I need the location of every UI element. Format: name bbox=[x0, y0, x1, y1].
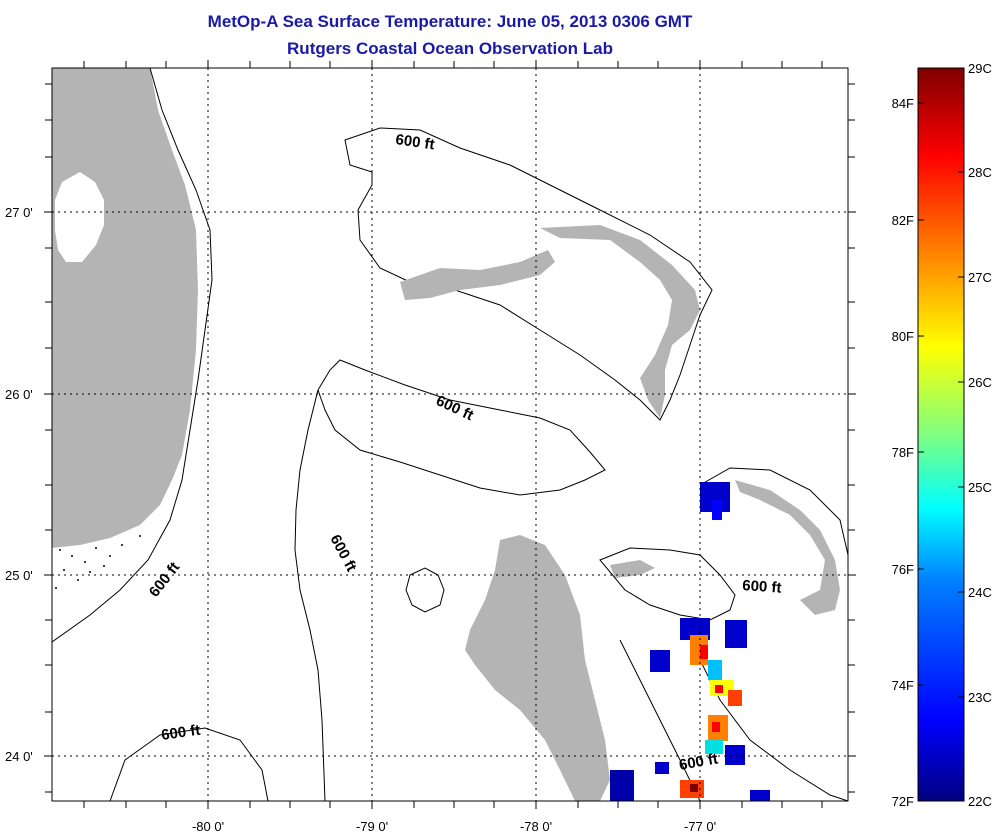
lon-tick-label: -80 0' bbox=[192, 819, 224, 834]
contour-label: 600 ft bbox=[394, 131, 435, 153]
colorbar-fahrenheit-label: 82F bbox=[892, 213, 914, 228]
andros-land bbox=[465, 535, 610, 801]
lat-tick-label: 26 0' bbox=[5, 387, 33, 402]
lon-tick-label: -77 0' bbox=[684, 819, 716, 834]
lat-tick-label: 24 0' bbox=[5, 749, 33, 764]
colorbar-celsius-label: 28C bbox=[968, 165, 992, 180]
map-frame bbox=[51, 67, 849, 802]
colorbar bbox=[917, 67, 965, 802]
sst-patches bbox=[610, 482, 770, 801]
contour-label: 600 ft bbox=[678, 750, 720, 774]
abaco-land bbox=[540, 225, 700, 418]
contour-label: 600 ft bbox=[742, 577, 782, 597]
graticule bbox=[52, 68, 848, 801]
lon-tick-label: -78 0' bbox=[520, 819, 552, 834]
colorbar-celsius-label: 29C bbox=[968, 61, 992, 76]
colorbar-fahrenheit-label: 72F bbox=[892, 794, 914, 809]
axis-ticks bbox=[44, 60, 856, 809]
colorbar-fahrenheit-label: 76F bbox=[892, 562, 914, 577]
colorbar-celsius-label: 27C bbox=[968, 270, 992, 285]
colorbar-celsius-label: 26C bbox=[968, 375, 992, 390]
grand-bahama-land bbox=[400, 250, 555, 300]
colorbar-celsius-label: 24C bbox=[968, 585, 992, 600]
map-title: MetOp-A Sea Surface Temperature: June 05… bbox=[207, 12, 693, 31]
new-providence-land bbox=[610, 560, 655, 578]
map-subtitle: Rutgers Coastal Ocean Observation Lab bbox=[287, 39, 613, 58]
florida-keys bbox=[55, 535, 141, 589]
colorbar-ticks bbox=[918, 102, 964, 698]
colorbar-celsius-label: 23C bbox=[968, 690, 992, 705]
lat-tick-label: 27 0' bbox=[5, 205, 33, 220]
lon-tick-label: -79 0' bbox=[356, 819, 388, 834]
colorbar-celsius-label: 25C bbox=[968, 480, 992, 495]
colorbar-fahrenheit-label: 78F bbox=[892, 445, 914, 460]
lake-okeechobee bbox=[55, 172, 104, 262]
colorbar-fahrenheit-label: 80F bbox=[892, 329, 914, 344]
colorbar-fahrenheit-label: 84F bbox=[892, 96, 914, 111]
lat-tick-label: 25 0' bbox=[5, 568, 33, 583]
eleuthera-land bbox=[735, 480, 840, 615]
contour-label: 600 ft bbox=[160, 722, 201, 744]
colorbar-celsius-label: 22C bbox=[968, 794, 992, 809]
colorbar-fahrenheit-label: 74F bbox=[892, 678, 914, 693]
map-area: 600 ft 600 ft 600 ft 600 ft 600 ft 600 f… bbox=[52, 68, 848, 801]
